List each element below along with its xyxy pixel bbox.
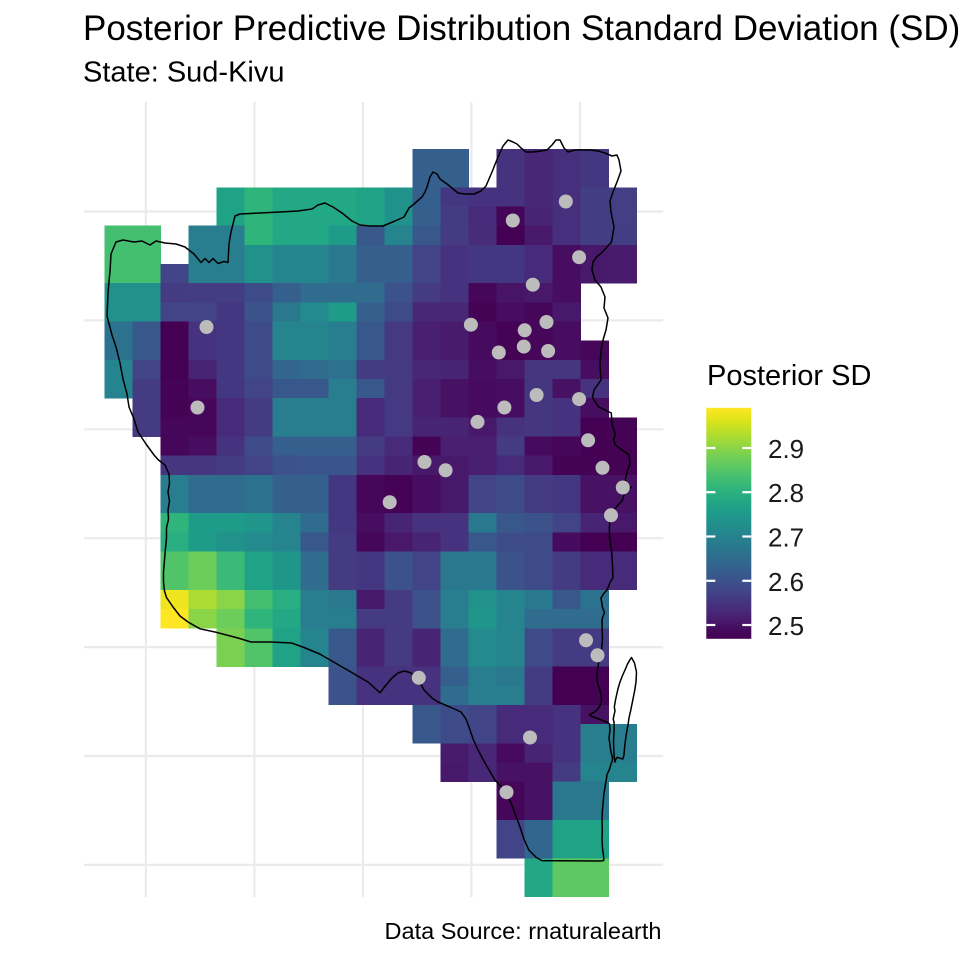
- svg-text:Posterior Predictive Distribut: Posterior Predictive Distribution Standa…: [83, 9, 960, 48]
- svg-text:2.8: 2.8: [768, 478, 804, 508]
- svg-text:Data Source: rnaturalearth: Data Source: rnaturalearth: [385, 918, 662, 944]
- svg-text:2.6: 2.6: [768, 567, 804, 597]
- svg-text:State: Sud-Kivu: State: Sud-Kivu: [83, 57, 285, 89]
- svg-text:2.9: 2.9: [768, 434, 804, 464]
- svg-text:Posterior SD: Posterior SD: [707, 360, 871, 392]
- svg-text:2.5: 2.5: [768, 611, 804, 641]
- svg-text:2.7: 2.7: [768, 523, 804, 553]
